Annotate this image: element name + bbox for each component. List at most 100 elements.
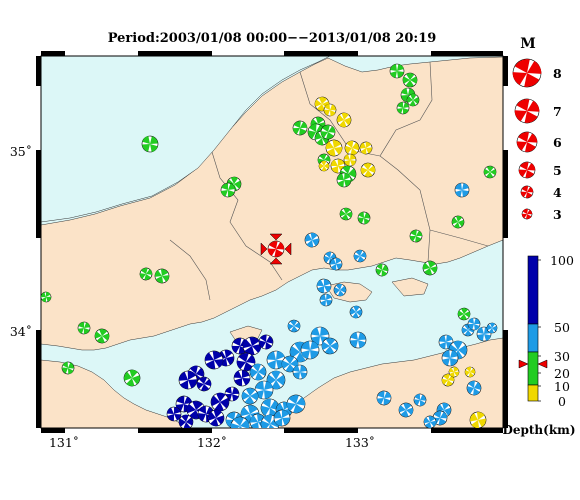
focal-mechanism bbox=[304, 232, 320, 248]
magnitude-legend-label: 4 bbox=[553, 185, 562, 200]
featured-event[interactable] bbox=[260, 233, 292, 265]
focal-mechanism bbox=[339, 207, 353, 221]
map-frame bbox=[36, 51, 508, 433]
focal-mechanism bbox=[166, 406, 182, 422]
depth-bar-30-50 bbox=[527, 323, 539, 353]
sea-north bbox=[41, 56, 331, 223]
focal-mechanism bbox=[349, 331, 367, 349]
focal-mechanism bbox=[413, 393, 427, 407]
focal-mechanism bbox=[210, 392, 230, 412]
focal-mechanism bbox=[241, 387, 259, 405]
focal-mechanism bbox=[333, 283, 347, 297]
focal-mechanism bbox=[448, 366, 460, 378]
focal-mechanism bbox=[423, 415, 437, 428]
focal-mechanism bbox=[336, 112, 352, 128]
focal-mechanism bbox=[94, 328, 110, 344]
focal-mechanism bbox=[242, 336, 262, 356]
magnitude-legend-ball bbox=[521, 208, 533, 220]
focal-mechanism bbox=[249, 363, 267, 381]
magnitude-legend-ball bbox=[512, 58, 542, 88]
focal-mechanism bbox=[319, 293, 333, 307]
land-island-2 bbox=[391, 277, 429, 297]
focal-mechanism bbox=[233, 369, 251, 387]
x-tick-133: 133˚ bbox=[345, 435, 375, 450]
depth-legend-tick: 10 bbox=[554, 379, 570, 394]
featured-focal-mechanism bbox=[267, 240, 285, 258]
focal-mechanism bbox=[316, 278, 332, 294]
depth-marker bbox=[518, 359, 548, 369]
focal-mechanism bbox=[441, 349, 459, 367]
magnitude-legend-label: 5 bbox=[553, 163, 562, 178]
y-tick-35: 35˚ bbox=[10, 144, 32, 159]
focal-mechanism bbox=[396, 101, 410, 115]
focal-mechanism bbox=[220, 182, 236, 198]
depth-bar-0-10 bbox=[527, 384, 539, 402]
marker-arrow-top bbox=[269, 233, 283, 241]
focal-mechanism bbox=[292, 364, 308, 380]
focal-mechanism bbox=[422, 260, 438, 276]
focal-mechanism bbox=[320, 124, 336, 140]
prefecture-borders bbox=[169, 61, 489, 301]
focal-mechanism bbox=[300, 340, 320, 360]
focal-mechanism bbox=[258, 334, 274, 350]
focal-mechanism bbox=[321, 337, 339, 355]
focal-mechanism bbox=[486, 322, 498, 334]
focal-mechanism bbox=[343, 153, 357, 167]
focal-mechanism bbox=[224, 386, 240, 402]
depth-bar-10-30 bbox=[527, 351, 539, 386]
focal-mechanism bbox=[139, 267, 153, 281]
focal-mechanism bbox=[389, 63, 405, 79]
focal-mechanism bbox=[141, 135, 159, 153]
x-tick-131: 131˚ bbox=[49, 435, 79, 450]
focal-mechanism bbox=[204, 350, 224, 370]
focal-mechanism bbox=[376, 390, 392, 406]
focal-mechanism bbox=[344, 140, 360, 156]
focal-mechanism bbox=[154, 268, 170, 284]
focal-mechanism bbox=[349, 305, 363, 319]
focal-mechanism bbox=[360, 162, 376, 178]
depth-legend-tick: 0 bbox=[558, 394, 566, 409]
focal-mechanisms-layer bbox=[41, 63, 498, 428]
focal-mechanism bbox=[323, 103, 337, 117]
focal-mechanism bbox=[286, 394, 306, 414]
magnitude-legend-ball bbox=[518, 161, 536, 179]
focal-mechanism bbox=[353, 249, 367, 263]
focal-mechanism bbox=[409, 229, 423, 243]
y-tick-34: 34˚ bbox=[10, 324, 32, 339]
focal-mechanism bbox=[325, 139, 343, 157]
marker-arrow-right bbox=[284, 242, 292, 256]
magnitude-legend-header: M bbox=[520, 36, 536, 52]
focal-mechanism bbox=[61, 361, 75, 375]
focal-mechanism bbox=[483, 165, 497, 179]
focal-mechanism bbox=[77, 321, 91, 335]
focal-mechanism bbox=[466, 380, 482, 396]
marker-arrow-bottom bbox=[269, 257, 283, 265]
marker-arrow-left bbox=[260, 242, 268, 256]
focal-mechanism bbox=[292, 120, 308, 136]
magnitude-legend-label: 8 bbox=[553, 66, 562, 81]
depth-legend-tick: 20 bbox=[554, 366, 570, 381]
focal-mechanism bbox=[310, 326, 330, 346]
focal-mechanism bbox=[451, 215, 465, 229]
focal-mechanism bbox=[273, 409, 291, 427]
focal-mechanism bbox=[357, 211, 371, 225]
focal-mechanism bbox=[457, 307, 471, 321]
focal-mechanism bbox=[207, 409, 225, 427]
magnitude-legend-ball bbox=[520, 185, 534, 199]
focal-mechanism bbox=[375, 263, 389, 277]
focal-mechanism bbox=[41, 291, 52, 303]
magnitude-legend-ball bbox=[514, 98, 540, 124]
focal-mechanism bbox=[402, 72, 418, 88]
focal-mechanism bbox=[196, 376, 212, 392]
focal-mechanism bbox=[441, 373, 455, 387]
magnitude-legend-ball bbox=[516, 131, 538, 153]
focal-mechanism bbox=[329, 257, 343, 271]
focal-mechanism bbox=[323, 251, 337, 265]
frame-alternating-bars bbox=[36, 51, 508, 433]
focal-mechanism bbox=[454, 182, 470, 198]
focal-mechanism bbox=[178, 370, 198, 390]
magnitude-legend: M 8 7 6 5 4 3 bbox=[512, 36, 562, 222]
focal-mechanism bbox=[464, 366, 476, 378]
focal-mechanism bbox=[467, 317, 481, 331]
